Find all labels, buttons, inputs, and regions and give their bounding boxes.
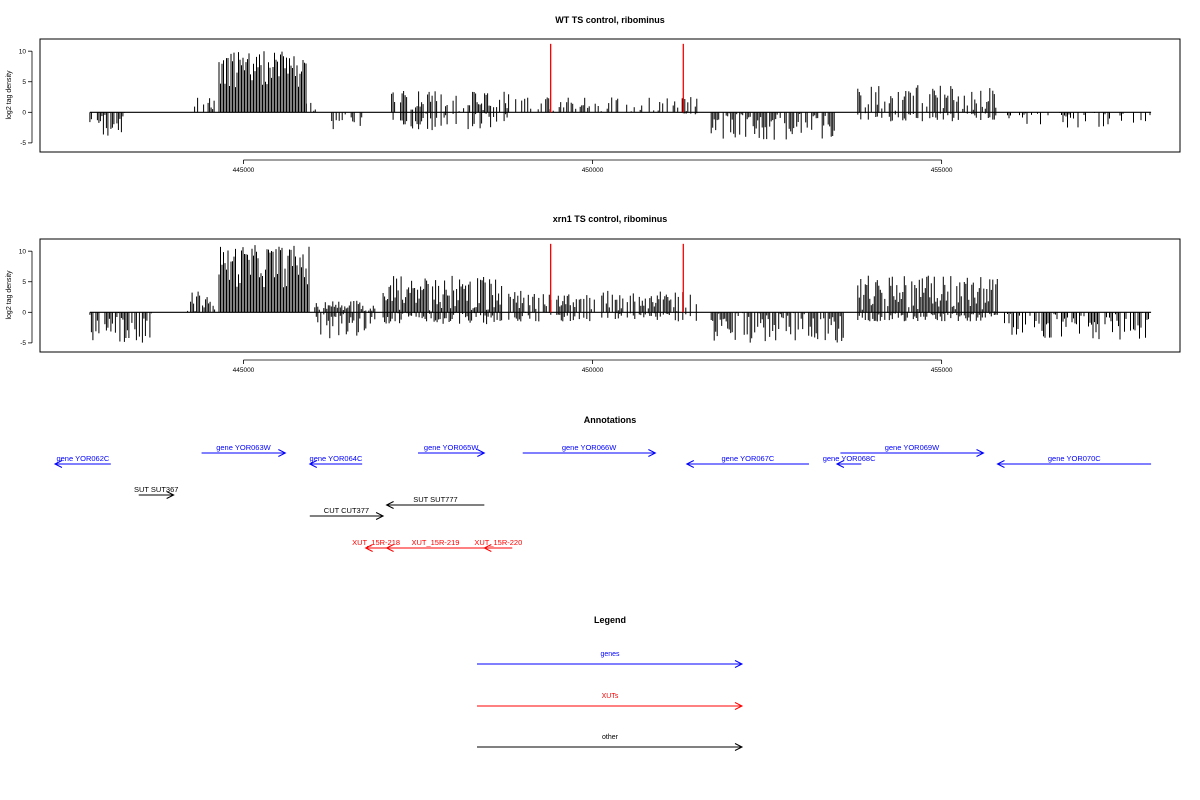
x-tick-label: 445000	[233, 167, 255, 174]
legend-panel: Legend genes XUTs other	[477, 615, 744, 751]
annotation-arrow-head	[996, 460, 1005, 468]
plot-frame-wt	[39, 38, 1181, 153]
x-tick-label: 450000	[582, 167, 604, 174]
plot-area-wt: -5 0 5 10 445000 450000 455000	[19, 43, 1152, 174]
annotation-arrow-head	[308, 460, 318, 468]
legend-label: genes	[600, 651, 620, 658]
annotation-arrow-head	[835, 460, 845, 468]
y-tick-label: 10	[19, 48, 27, 55]
plot-area-xrn1: -5 0 5 10 445000 450000 455000	[19, 243, 1152, 374]
annotation-arrow-head	[53, 460, 63, 468]
annotations-title: Annotations	[584, 415, 637, 425]
annotation-label: gene YOR068C	[823, 454, 876, 463]
ylabel-xrn1: log2 tag density	[6, 270, 13, 320]
legend-arrow-head	[734, 743, 744, 751]
panel-xrn1: xrn1 TS control, ribominus log2 tag dens…	[6, 214, 1181, 374]
annotation-arrow-head	[278, 449, 287, 457]
legend-arrow-head	[734, 660, 744, 668]
x-tick-label: 455000	[931, 367, 953, 374]
y-tick-label: 10	[19, 248, 27, 255]
x-tick-label: 445000	[233, 367, 255, 374]
panel-wt: WT TS control, ribominus log2 tag densit…	[6, 15, 1181, 174]
legend-title: Legend	[594, 615, 626, 625]
annotation-label: gene YOR062C	[56, 454, 109, 463]
y-tick-label: 0	[22, 310, 26, 317]
y-tick-label: -5	[20, 340, 26, 347]
annotation-label: gene YOR069W	[885, 443, 940, 452]
annotation-arrow-head	[976, 449, 985, 457]
legend-label: other	[602, 734, 619, 741]
annotation-label: gene YOR064C	[310, 454, 363, 463]
annotation-label: XUT_15R-218	[352, 538, 400, 547]
annotation-label: SUT SUT367	[134, 485, 178, 494]
y-tick-label: 5	[22, 79, 26, 86]
ylabel-wt: log2 tag density	[6, 70, 13, 120]
y-tick-label: 5	[22, 279, 26, 286]
annotation-arrow-head	[364, 544, 373, 552]
annotation-arrow-head	[685, 460, 695, 468]
annotation-label: XUT_15R-219	[411, 538, 459, 547]
annotation-arrow-head	[483, 544, 492, 552]
annotation-label: SUT SUT777	[413, 495, 457, 504]
y-tick-label: -5	[20, 140, 26, 147]
annotation-arrow-head	[385, 544, 394, 552]
plot-frame-xrn1	[39, 238, 1181, 353]
annotation-label: CUT CUT377	[324, 506, 369, 515]
annotation-arrow-head	[375, 512, 385, 520]
annotation-label: gene YOR065W	[424, 443, 479, 452]
x-tick-label: 450000	[582, 367, 604, 374]
annotation-arrow-head	[166, 491, 175, 499]
annotation-label: XUT_15R-220	[474, 538, 522, 547]
panel-title-xrn1: xrn1 TS control, ribominus	[553, 214, 668, 224]
y-tick-label: 0	[22, 110, 26, 117]
annotation-arrow-head	[477, 449, 486, 457]
annotation-label: gene YOR063W	[216, 443, 271, 452]
panel-title-wt: WT TS control, ribominus	[555, 15, 665, 25]
annotation-label: gene YOR066W	[562, 443, 617, 452]
annotation-tracks: gene YOR062C gene YOR063W gene YOR064C gene…	[53, 443, 1152, 552]
legend-arrow-head	[734, 702, 744, 710]
annotation-arrow-head	[648, 449, 657, 457]
legend-label: XUTs	[602, 693, 619, 700]
legend-items: genes XUTs other	[477, 651, 744, 751]
annotation-label: gene YOR067C	[721, 454, 774, 463]
annotation-arrow-head	[385, 501, 394, 509]
x-tick-label: 455000	[931, 167, 953, 174]
annotation-label: gene YOR070C	[1048, 454, 1101, 463]
